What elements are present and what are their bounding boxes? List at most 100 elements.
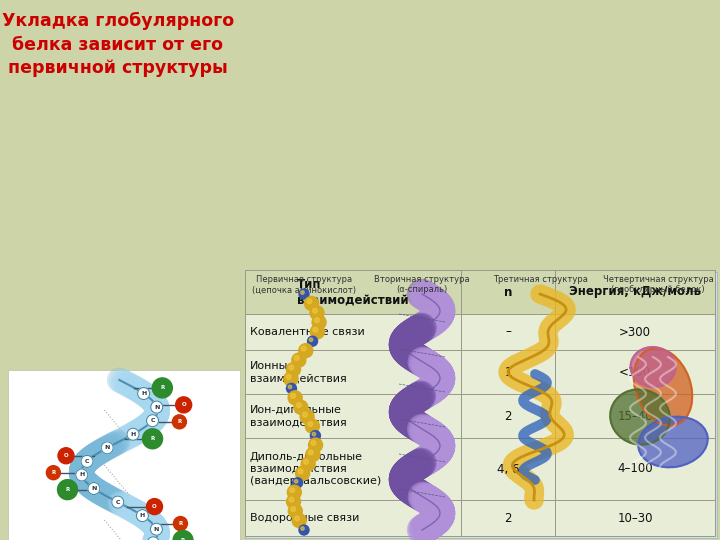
Circle shape [292,353,306,367]
Circle shape [288,504,302,518]
Text: N: N [91,486,96,491]
Circle shape [294,516,300,521]
Bar [462,500,555,536]
Text: R: R [51,470,55,475]
Circle shape [58,448,74,464]
Circle shape [150,523,163,535]
Circle shape [288,385,292,389]
Circle shape [287,485,302,500]
Bar [462,270,555,314]
Circle shape [172,415,186,429]
Bar [245,438,462,500]
Bar [600,282,716,536]
Circle shape [146,498,163,515]
Circle shape [287,374,291,379]
Text: R: R [181,538,185,540]
Text: H: H [79,472,84,477]
Circle shape [287,362,300,376]
Text: –: – [505,326,511,339]
Text: N: N [104,446,110,450]
Bar [462,394,555,438]
Ellipse shape [634,348,692,426]
Ellipse shape [638,417,708,467]
Text: R: R [160,386,164,390]
Circle shape [176,397,192,413]
Circle shape [301,526,305,530]
Circle shape [292,478,302,488]
Circle shape [294,355,300,360]
Bar [245,394,462,438]
Text: C: C [85,459,89,464]
Bar [245,270,462,314]
Circle shape [289,365,294,370]
Circle shape [307,336,318,346]
Circle shape [294,400,308,414]
Circle shape [143,429,163,449]
Bar [8,370,240,540]
Circle shape [310,430,320,441]
Circle shape [306,448,320,462]
Bar [555,438,715,500]
Circle shape [147,415,158,427]
Circle shape [299,343,312,357]
Text: Диполь-дипольные
взаимодействия
(вандерваальсовские): Диполь-дипольные взаимодействия (вандерв… [250,451,382,487]
Circle shape [81,455,93,468]
Circle shape [301,291,305,294]
Circle shape [136,510,148,522]
Circle shape [300,410,314,424]
Circle shape [310,325,325,339]
Circle shape [174,517,187,531]
Bar [245,314,462,350]
Circle shape [284,372,298,386]
Text: Ковалентные связи: Ковалентные связи [250,327,365,337]
Circle shape [308,422,312,427]
Text: Энергия, кДж/моль: Энергия, кДж/моль [569,286,701,299]
Circle shape [298,469,303,474]
Circle shape [291,393,295,398]
Circle shape [76,469,88,481]
Circle shape [127,428,139,440]
Text: O: O [63,453,68,458]
Circle shape [299,289,309,299]
Bar [462,438,555,500]
Text: n: n [504,286,513,299]
Text: 10–30: 10–30 [617,511,653,524]
Text: 4–100: 4–100 [617,462,653,476]
Text: Вторичная структура
(α-спираль): Вторичная структура (α-спираль) [374,275,470,294]
Bar [246,282,362,536]
Text: <100: <100 [619,366,651,379]
Text: H: H [140,513,145,518]
Bar [555,500,715,536]
Text: 1: 1 [505,366,512,379]
Circle shape [153,378,172,398]
Circle shape [58,480,78,500]
Bar [482,282,598,536]
Circle shape [287,383,297,394]
Circle shape [296,467,310,481]
Text: O: O [152,504,157,509]
Circle shape [305,296,318,310]
Text: C: C [115,500,120,504]
Circle shape [288,391,302,405]
Circle shape [301,457,315,471]
Circle shape [301,346,306,351]
Circle shape [312,315,326,329]
Bar [555,270,715,314]
Text: 2: 2 [505,511,512,524]
Circle shape [150,401,163,413]
Circle shape [138,388,150,400]
Circle shape [313,327,318,332]
Circle shape [289,488,294,492]
Text: Четвертичная структура
(глобулярный белок): Четвертичная структура (глобулярный бело… [603,275,714,294]
Circle shape [309,438,323,452]
Bar [245,350,462,394]
Text: N: N [153,526,159,532]
Bar [245,500,462,536]
Text: Тип
взаимодействий: Тип взаимодействий [297,278,409,307]
Text: 15–40: 15–40 [617,409,653,422]
Text: Ион-дипольные
взаимодействия: Ион-дипольные взаимодействия [250,405,347,427]
Circle shape [294,480,298,483]
Bar [555,314,715,350]
Text: Ионные
взаимодействия: Ионные взаимодействия [250,361,347,383]
Text: Первичная структура
(цепочка аминокислот): Первичная структура (цепочка аминокислот… [252,275,356,294]
